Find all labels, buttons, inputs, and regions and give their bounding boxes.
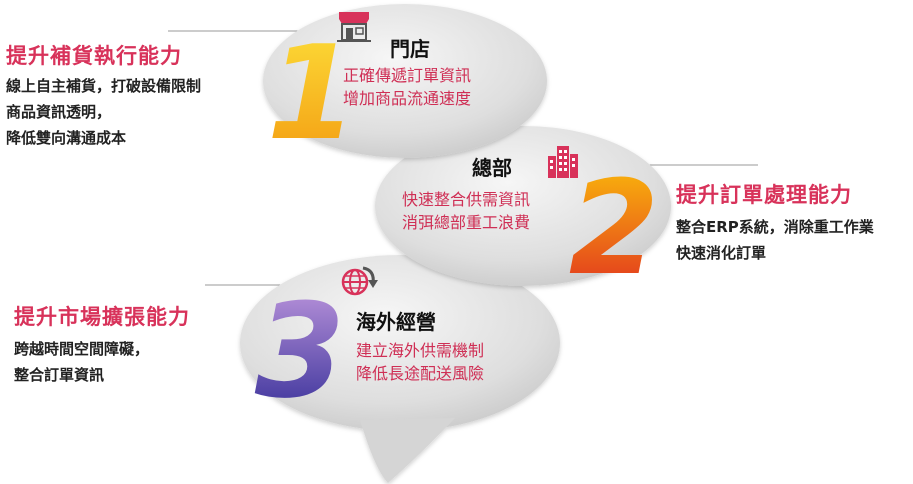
building-icon [548, 146, 578, 178]
bubble-desc-1-line-1: 正確傳遞訂單資訊 [343, 66, 472, 85]
bubble-desc-2: 快速整合供需資訊 消弭總部重工浪費 [402, 188, 530, 234]
bubble-desc-3-line-1: 建立海外供需機制 [356, 341, 485, 360]
globe-icon [341, 266, 378, 296]
bubble-desc-2-line-2: 消弭總部重工浪費 [402, 213, 531, 232]
bubble-desc-2-line-1: 快速整合供需資訊 [402, 190, 531, 209]
bubble-desc-1: 正確傳遞訂單資訊 增加商品流通速度 [343, 64, 471, 110]
bubble-desc-1-line-2: 增加商品流通速度 [343, 89, 472, 108]
number-2: 2 [569, 152, 659, 304]
side-desc-1-line-1: 線上自主補貨，打破設備限制 [6, 77, 202, 95]
side-desc-2: 整合ERP系統，消除重工作業 快速消化訂單 [676, 214, 874, 266]
side-title-3: 提升市場擴張能力 [14, 305, 190, 329]
store-icon [337, 12, 371, 42]
speech-bubble-1 [263, 4, 547, 158]
side-desc-1-line-2: 商品資訊透明， [6, 103, 112, 121]
bubble-title-3: 海外經營 [356, 310, 436, 334]
bubble-title-2: 總部 [472, 156, 512, 180]
side-desc-3: 跨越時間空間障礙， 整合訂單資訊 [14, 336, 149, 388]
speech-bubble-2 [375, 126, 671, 286]
side-title-2: 提升訂單處理能力 [676, 183, 852, 207]
side-desc-2-line-1: 整合ERP系統，消除重工作業 [676, 218, 874, 236]
side-desc-3-line-2: 整合訂單資訊 [14, 366, 105, 384]
bubble-desc-3-line-2: 降低長途配送風險 [356, 364, 485, 383]
side-desc-2-line-2: 快速消化訂單 [676, 244, 767, 262]
bubble-desc-3: 建立海外供需機制 降低長途配送風險 [356, 339, 484, 385]
speech-bubble-3 [240, 255, 560, 483]
number-1: 1 [267, 17, 357, 169]
side-desc-3-line-1: 跨越時間空間障礙， [14, 340, 150, 358]
side-title-1: 提升補貨執行能力 [6, 44, 182, 68]
side-desc-1: 線上自主補貨，打破設備限制 商品資訊透明， 降低雙向溝通成本 [6, 73, 201, 151]
side-desc-1-line-3: 降低雙向溝通成本 [6, 129, 127, 147]
number-3: 3 [255, 275, 345, 427]
bubble-title-1: 門店 [390, 37, 430, 61]
